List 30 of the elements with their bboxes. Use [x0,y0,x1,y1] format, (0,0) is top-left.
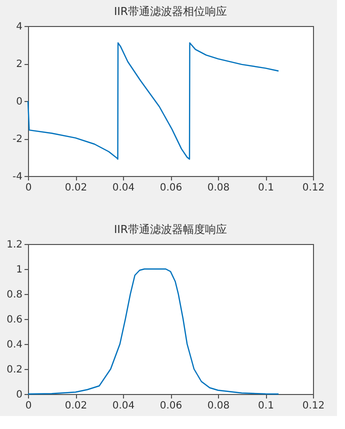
x-tick-label: 0.1 [258,400,274,412]
y-tick-label: 4 [16,22,22,32]
y-tick-label: 0.6 [6,314,22,326]
x-tick-label: 0.08 [207,400,230,412]
x-tick-label: 0.02 [64,400,88,412]
y-tick-label: 1 [16,264,22,276]
y-tick-label: 0.8 [6,290,22,300]
x-tick-label: 0 [25,400,32,412]
x-tick-label: 0.06 [160,182,182,194]
y-tick-label: 0 [16,390,22,400]
x-tick-label: 0.12 [302,400,325,412]
x-tick-label: 0.02 [64,182,88,194]
line-series [27,268,280,395]
x-tick-label: 0.08 [207,182,230,194]
x-tick-label: 0.04 [112,400,135,412]
line-series [27,42,280,160]
y-tick-label: -2 [12,134,22,145]
chart-title: IIR带通滤波器幅度响应 [114,223,228,236]
y-tick-label: 1.2 [6,240,22,250]
y-tick-label: 0.2 [6,364,22,376]
y-tick-label: 0 [16,96,22,108]
x-tick-label: 0.12 [302,182,325,194]
x-tick-label: 0 [25,182,32,194]
y-tick-label: 2 [16,59,22,70]
y-tick-label: 0.4 [6,340,22,350]
y-tick-label: -4 [12,172,22,182]
chart-title: IIR带通滤波器相位响应 [114,5,228,18]
x-tick-label: 0.1 [258,182,274,194]
x-tick-label: 0.06 [160,400,182,412]
x-tick-label: 0.04 [112,182,135,194]
